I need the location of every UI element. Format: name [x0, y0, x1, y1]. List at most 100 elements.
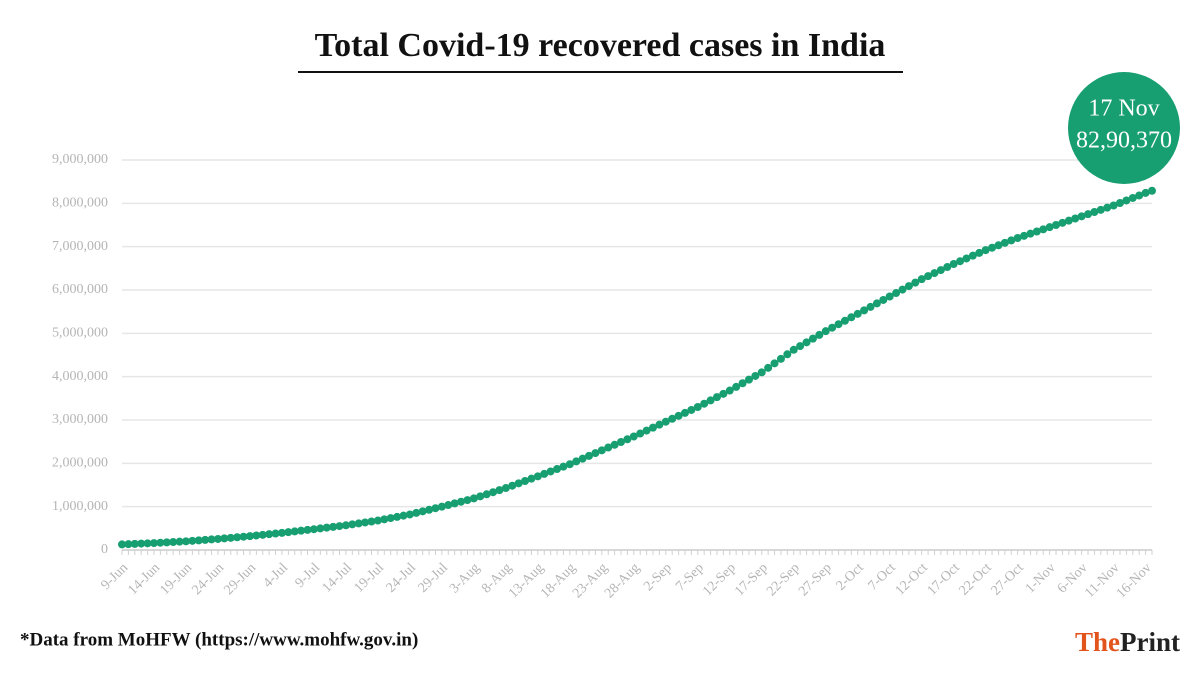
data-point [521, 477, 530, 486]
data-point [732, 382, 741, 391]
data-point [418, 507, 427, 516]
data-point [553, 465, 562, 474]
data-point [335, 522, 344, 531]
data-point [1103, 203, 1112, 212]
chart-title: Total Covid-19 recovered cases in India [315, 27, 886, 64]
data-point [591, 449, 600, 458]
data-point [975, 248, 984, 257]
data-point [1032, 227, 1041, 236]
x-tick-label: 9-Jul [293, 560, 323, 590]
data-point [482, 490, 491, 499]
data-point [872, 299, 881, 308]
data-point [226, 533, 235, 542]
data-point [1071, 214, 1080, 223]
data-point [431, 504, 440, 513]
data-point [118, 540, 126, 549]
data-point [770, 359, 779, 368]
x-tick-label: 29-Jun [221, 560, 259, 598]
data-point [1052, 221, 1061, 229]
source-note: *Data from MoHFW (https://www.mohfw.gov.… [20, 629, 418, 650]
data-point [802, 338, 811, 347]
data-point [130, 539, 139, 548]
x-tick-label: 14-Jul [320, 560, 355, 595]
data-point [764, 363, 773, 372]
data-point [1000, 238, 1009, 247]
data-point [175, 537, 184, 546]
data-point [1039, 225, 1048, 234]
y-tick-label: 9,000,000 [52, 152, 108, 167]
data-point [425, 505, 434, 514]
x-tick-label: 18-Aug [538, 560, 579, 601]
annotation-value: 82,90,370 [1076, 128, 1172, 154]
data-point [277, 528, 286, 537]
data-point [828, 323, 837, 332]
data-point [572, 457, 581, 466]
data-point [341, 521, 350, 530]
x-tick-label: 24-Jul [384, 560, 419, 595]
data-point [1128, 193, 1137, 202]
data-point [629, 432, 638, 441]
data-point [719, 389, 728, 398]
data-point [149, 539, 158, 548]
data-point [936, 266, 945, 275]
data-point [949, 260, 958, 268]
data-point [533, 472, 542, 481]
data-point [725, 386, 734, 395]
data-point [156, 538, 165, 547]
data-point [1141, 188, 1150, 197]
data-point [712, 393, 721, 402]
data-point [495, 486, 504, 495]
data-point [988, 243, 997, 252]
data-point [1116, 198, 1125, 207]
data-point [661, 417, 670, 426]
brand: ThePrint [1075, 627, 1180, 657]
data-point [399, 511, 408, 520]
data-point [303, 525, 312, 534]
data-point [994, 241, 1003, 250]
data-point [943, 263, 952, 272]
data-point [623, 435, 632, 444]
data-point [297, 526, 306, 535]
data-point [540, 469, 549, 478]
data-point [367, 517, 376, 526]
data-point [1020, 231, 1029, 240]
y-tick-label: 6,000,000 [52, 282, 108, 297]
data-point [1096, 205, 1105, 214]
data-point [840, 316, 849, 325]
data-point [1090, 208, 1099, 216]
data-point [617, 438, 626, 447]
data-point [213, 534, 222, 543]
data-point [853, 309, 862, 318]
data-point [693, 403, 702, 411]
x-tick-label: 4-Jul [261, 560, 291, 590]
x-tick-label: 27-Oct [989, 560, 1027, 598]
data-point [706, 396, 715, 405]
x-tick-label: 12-Oct [893, 560, 931, 598]
y-tick-label: 2,000,000 [52, 456, 108, 471]
data-point [968, 251, 977, 260]
data-point [655, 420, 664, 429]
data-point [898, 285, 907, 294]
y-tick-label: 5,000,000 [52, 326, 108, 341]
data-point [751, 371, 760, 380]
x-tick-label: 23-Aug [570, 560, 611, 601]
data-point [962, 254, 971, 263]
data-point [245, 532, 254, 541]
data-point [527, 474, 536, 483]
data-point [892, 289, 901, 298]
data-point [233, 533, 242, 542]
data-point [386, 514, 395, 523]
y-tick-label: 7,000,000 [52, 239, 108, 254]
data-point [585, 451, 594, 460]
data-point [348, 520, 357, 529]
data-point [1122, 196, 1131, 205]
data-point [207, 535, 216, 544]
x-tick-label: 17-Sep [732, 560, 771, 599]
data-point [808, 334, 817, 343]
data-point [201, 535, 210, 544]
data-point [674, 411, 683, 420]
data-point [904, 282, 913, 291]
data-point [284, 528, 293, 537]
data-point [194, 536, 203, 545]
data-point [796, 342, 805, 351]
